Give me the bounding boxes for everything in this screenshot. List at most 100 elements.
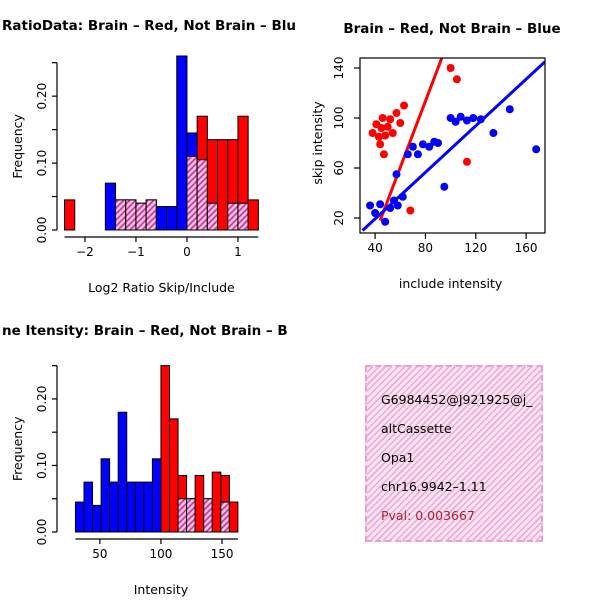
hist-bar-overlap <box>135 202 147 231</box>
y-tick-label: 0.20 <box>35 386 49 413</box>
data-point <box>462 116 471 125</box>
data-point <box>406 206 415 215</box>
hist-bar-overlap <box>196 159 208 231</box>
data-point <box>532 145 541 154</box>
info-box: G6984452@J921925@j_ altCassette Opa1 chr… <box>365 365 543 542</box>
hist-bar <box>166 206 178 231</box>
data-point <box>377 124 386 132</box>
intensity-scatter-chart: 40 80 120 160 include intensity 20 60 100 140 ski… <box>310 21 561 291</box>
hist-bar <box>126 481 136 533</box>
hist-bar-overlap <box>125 199 137 231</box>
hist-bar <box>104 182 117 231</box>
y-tick-label: 140 <box>332 57 346 80</box>
hist-bar-overlap <box>220 501 230 533</box>
data-point <box>456 112 465 121</box>
data-point <box>386 204 395 212</box>
data-point <box>398 192 407 201</box>
hist-bar-overlap <box>237 202 249 231</box>
data-point <box>452 75 461 84</box>
y-axis-label: Frequency <box>10 416 25 481</box>
y-tick-label: 0.10 <box>35 150 49 177</box>
hist-bar <box>168 418 179 533</box>
x-axis-label: include intensity <box>399 276 503 291</box>
x-tick-label: 160 <box>515 241 538 255</box>
chart-title: ne Itensity: Brain – Red, Not Brain – B <box>2 323 288 339</box>
x-axis-label: Log2 Ratio Skip/Include <box>88 280 235 295</box>
y-tick-label: 60 <box>332 160 346 175</box>
hist-bar-overlap <box>203 498 213 533</box>
data-point <box>413 150 422 159</box>
info-line-gene-name: Opa1 <box>381 450 415 465</box>
data-point <box>440 182 449 191</box>
hist-bar <box>83 481 94 533</box>
hist-bar <box>217 139 229 231</box>
data-point <box>368 129 377 137</box>
data-point <box>392 170 401 179</box>
y-axis-label: Frequency <box>10 113 25 178</box>
data-point <box>376 200 385 209</box>
y-tick-label: 0.00 <box>35 519 49 546</box>
data-point <box>434 139 443 147</box>
hist-bar-overlap <box>227 202 239 231</box>
data-point <box>378 114 387 122</box>
hist-bar <box>155 206 168 231</box>
hist-bar-overlap <box>115 199 127 231</box>
data-point <box>505 105 514 114</box>
hist-bar <box>151 458 162 533</box>
data-point <box>408 142 417 151</box>
hist-bar <box>160 365 170 533</box>
y-axis-label: skip intensity <box>310 101 325 185</box>
hist-bar <box>247 199 259 231</box>
hist-bar <box>117 411 128 533</box>
y-tick-label: 20 <box>332 210 346 225</box>
fit-line-brain-red <box>378 58 444 222</box>
plot-box <box>359 57 546 234</box>
y-tick-label: 0.00 <box>35 217 49 244</box>
x-tick-label: 40 <box>367 241 382 255</box>
data-point <box>451 117 460 126</box>
info-line-gene-id: G6984452@J921925@j_ <box>381 392 533 407</box>
data-point <box>462 157 471 166</box>
hist-bar-overlap <box>145 199 157 231</box>
chart-title: Brain – Red, Not Brain – Blue <box>343 21 560 37</box>
hist-bar-overlap <box>177 498 188 533</box>
x-tick-label: −2 <box>76 245 94 259</box>
hist-bar-overlap <box>186 155 198 231</box>
x-tick-label: 0 <box>183 245 191 259</box>
hist-bars <box>74 365 239 533</box>
data-point <box>383 122 392 131</box>
data-point <box>386 115 395 124</box>
data-point <box>403 150 412 159</box>
hist-bar <box>176 55 188 231</box>
y-axis <box>52 365 58 533</box>
x-tick-label: 100 <box>149 547 172 561</box>
data-point <box>476 115 485 124</box>
hist-bar <box>109 481 119 533</box>
hist-bar <box>143 481 153 533</box>
intensity-histogram-chart: 50 100 150 Intensity 0.00 0.10 0.20 Frequency ne… <box>2 323 288 597</box>
chart-title: RatioData: Brain – Red, Not Brain – Blu <box>2 18 296 34</box>
data-point <box>376 140 385 149</box>
x-tick-label: 120 <box>464 241 487 255</box>
points-not-brain-blue <box>366 105 541 226</box>
hist-bar <box>100 458 111 533</box>
data-point <box>381 217 390 226</box>
data-point <box>446 64 455 72</box>
data-point <box>396 119 405 127</box>
hist-bar <box>228 501 239 533</box>
y-axis-ticks <box>354 67 360 219</box>
hist-bar <box>211 471 222 533</box>
x-axis <box>374 233 527 239</box>
x-axis-label: Intensity <box>134 582 189 597</box>
data-point <box>371 209 380 217</box>
y-tick-label: 0.10 <box>35 452 49 479</box>
hist-bar <box>134 481 145 533</box>
points-brain-red <box>368 64 471 215</box>
hist-bar-overlap <box>206 202 219 231</box>
x-tick-label: 80 <box>418 241 433 255</box>
data-point <box>393 201 402 210</box>
data-point <box>425 142 434 151</box>
hist-bar <box>64 199 76 231</box>
x-axis <box>64 236 259 242</box>
